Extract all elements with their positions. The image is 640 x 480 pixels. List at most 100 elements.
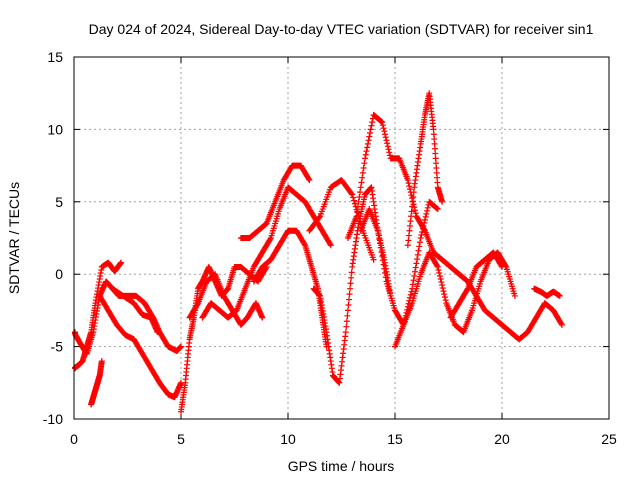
data-point bbox=[416, 243, 423, 250]
data-point bbox=[347, 280, 354, 287]
data-point bbox=[377, 244, 384, 251]
data-point bbox=[378, 118, 385, 125]
data-point bbox=[558, 321, 565, 328]
data-point bbox=[418, 231, 425, 238]
data-point bbox=[344, 307, 351, 314]
data-point bbox=[377, 240, 384, 247]
data-point bbox=[410, 277, 417, 284]
data-point bbox=[370, 256, 377, 263]
data-point bbox=[380, 261, 387, 268]
data-point bbox=[343, 318, 350, 325]
data-point bbox=[301, 241, 308, 248]
data-point bbox=[382, 274, 389, 281]
data-point bbox=[421, 216, 428, 223]
data-point bbox=[382, 134, 389, 141]
data-point bbox=[498, 262, 505, 269]
chart-title: Day 024 of 2024, Sidereal Day-to-day VTE… bbox=[89, 21, 594, 37]
data-point bbox=[558, 320, 565, 327]
data-point bbox=[556, 292, 563, 299]
data-point bbox=[356, 193, 363, 200]
data-point bbox=[259, 314, 266, 321]
data-point bbox=[383, 137, 390, 144]
data-point bbox=[439, 198, 446, 205]
data-point bbox=[380, 125, 387, 132]
data-point bbox=[406, 186, 413, 193]
data-point bbox=[382, 131, 389, 138]
data-point bbox=[381, 128, 388, 135]
data-point bbox=[361, 160, 368, 167]
x-tick-label: 20 bbox=[494, 431, 510, 447]
data-point bbox=[194, 301, 201, 308]
data-point bbox=[354, 203, 361, 210]
x-tick-label: 5 bbox=[177, 431, 185, 447]
data-point bbox=[357, 184, 364, 191]
data-point bbox=[384, 140, 391, 147]
x-tick-label: 0 bbox=[70, 431, 78, 447]
data-point bbox=[437, 276, 444, 283]
data-point bbox=[416, 239, 423, 246]
data-point bbox=[379, 253, 386, 260]
data-point bbox=[424, 207, 431, 214]
x-axis-label: GPS time / hours bbox=[288, 458, 395, 474]
series-sat-k bbox=[310, 184, 394, 386]
x-tick-label: 25 bbox=[601, 431, 617, 447]
data-point bbox=[417, 235, 424, 241]
data-point bbox=[154, 329, 161, 336]
data-point bbox=[405, 300, 412, 307]
data-point bbox=[350, 197, 357, 204]
data-point bbox=[434, 206, 441, 213]
data-point bbox=[441, 294, 448, 301]
data-point bbox=[348, 190, 355, 197]
data-point bbox=[434, 262, 441, 269]
data-point bbox=[406, 294, 413, 301]
y-tick-label: 15 bbox=[47, 49, 63, 65]
data-point bbox=[439, 285, 446, 292]
data-point bbox=[405, 180, 412, 187]
data-point bbox=[365, 137, 372, 144]
data-point bbox=[414, 256, 421, 263]
data-point bbox=[345, 301, 352, 308]
data-point bbox=[349, 191, 356, 198]
series-sat-g bbox=[186, 271, 266, 328]
data-point bbox=[348, 274, 355, 281]
data-point bbox=[355, 198, 362, 205]
data-point bbox=[327, 241, 334, 248]
data-point bbox=[412, 210, 419, 217]
data-point bbox=[316, 214, 323, 221]
plot-frame bbox=[73, 56, 610, 420]
data-point bbox=[367, 126, 374, 133]
data-point bbox=[343, 323, 350, 330]
y-tick-label: -10 bbox=[43, 411, 63, 427]
data-point bbox=[404, 177, 411, 184]
data-point bbox=[421, 219, 428, 226]
data-point bbox=[381, 265, 388, 272]
data-point bbox=[419, 228, 426, 235]
data-point bbox=[359, 169, 366, 176]
data-point bbox=[435, 266, 442, 273]
data-point bbox=[378, 248, 385, 255]
data-point bbox=[387, 152, 394, 159]
data-point bbox=[348, 269, 355, 276]
y-tick-label: 5 bbox=[55, 194, 63, 210]
data-point bbox=[379, 119, 386, 126]
data-point bbox=[422, 213, 429, 220]
data-point bbox=[347, 285, 354, 292]
series-sat-d bbox=[96, 292, 184, 401]
data-point bbox=[411, 207, 418, 214]
data-point bbox=[384, 143, 391, 150]
tick-labels: 0 5 10 15 20 25 -10 -5 0 5 10 15 bbox=[43, 49, 617, 447]
data-point bbox=[375, 231, 382, 238]
data-point bbox=[412, 264, 419, 271]
series-sat-j bbox=[250, 227, 330, 350]
data-point bbox=[98, 358, 105, 365]
data-point bbox=[374, 227, 381, 234]
data-point bbox=[178, 343, 184, 350]
data-point bbox=[438, 279, 445, 286]
series-sat-h bbox=[199, 184, 334, 321]
data-point bbox=[350, 194, 357, 201]
data-point bbox=[406, 183, 413, 190]
data-point bbox=[385, 146, 392, 153]
series-sat-o bbox=[404, 90, 446, 249]
data-point bbox=[351, 200, 358, 207]
